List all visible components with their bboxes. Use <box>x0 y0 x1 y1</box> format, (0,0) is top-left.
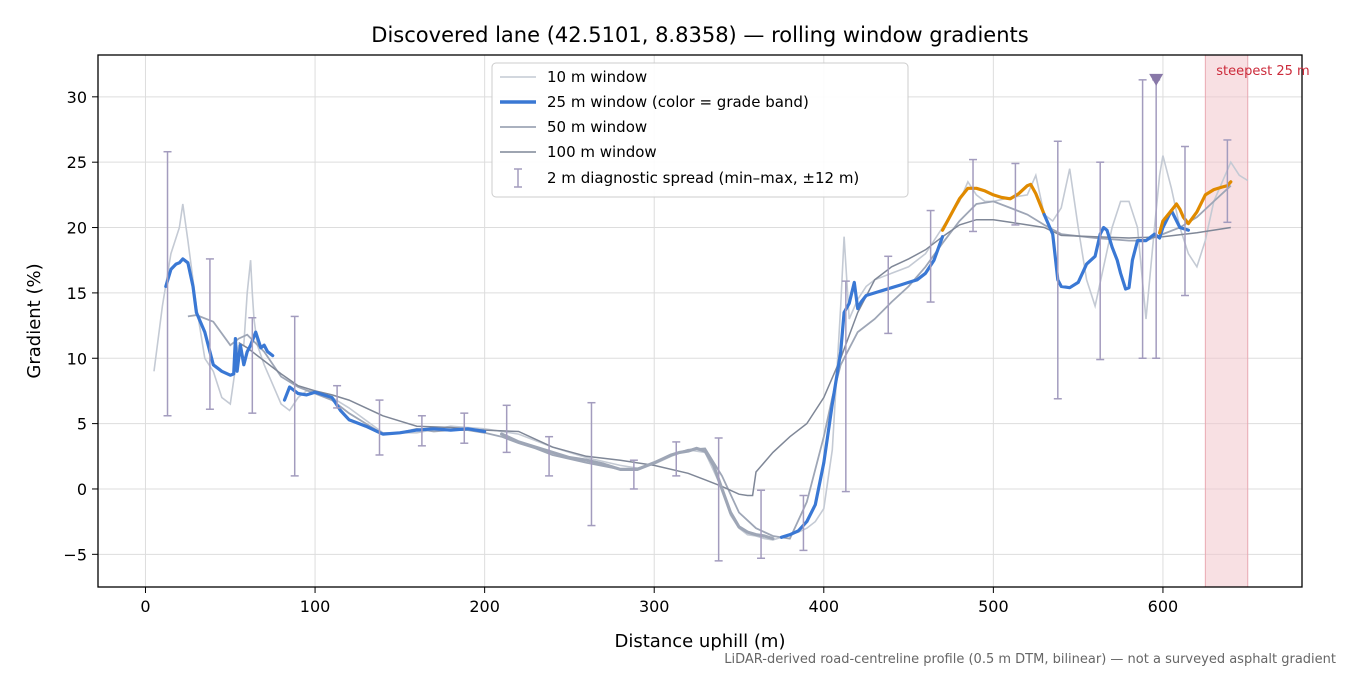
steepest-band-label: steepest 25 m <box>1216 64 1309 79</box>
legend-box <box>491 62 909 198</box>
axis-ticks: 0 100 200 300 400 500 600 −5 0 5 10 15 20 25 30 <box>63 88 1178 616</box>
x-tick-label: 200 <box>469 597 500 616</box>
series-25m-line <box>500 432 775 541</box>
series-25m-line <box>1042 208 1190 291</box>
peak-marker-triangle <box>1149 73 1164 86</box>
steepest-band <box>1204 54 1249 588</box>
x-tick-label: 0 <box>140 597 150 616</box>
legend-swatch-errbar <box>514 168 522 188</box>
x-axis-label: Distance uphill (m) <box>615 631 786 652</box>
x-tick-label: 500 <box>978 597 1009 616</box>
error-bars <box>163 79 1232 562</box>
series-25m-line <box>779 235 945 539</box>
chart-title: Discovered lane (42.5101, 8.8358) — roll… <box>371 23 1028 47</box>
y-axis-label: Gradient (%) <box>24 263 45 378</box>
steepest-band-rect <box>1204 54 1249 588</box>
legend-label-10m: 10 m window <box>547 68 647 86</box>
series-25m-line <box>282 385 487 436</box>
y-tick-label: 10 <box>67 349 87 368</box>
plot-frame <box>97 54 1303 588</box>
legend-label-50m: 50 m window <box>547 118 647 136</box>
legend: 10 m window 25 m window (color = grade b… <box>491 62 909 198</box>
legend-label-100m: 100 m window <box>547 143 657 161</box>
footnote: LiDAR-derived road-centreline profile (0… <box>724 652 1336 667</box>
y-tick-label: 5 <box>77 415 87 434</box>
y-tick-label: 0 <box>77 480 87 499</box>
y-tick-label: 15 <box>67 284 87 303</box>
y-tick-label: 30 <box>67 88 87 107</box>
y-tick-label: 25 <box>67 153 87 172</box>
series-25m-line <box>1158 180 1233 235</box>
x-tick-label: 600 <box>1148 597 1179 616</box>
y-tick-label: −5 <box>63 545 87 564</box>
y-tick-label: 20 <box>67 219 87 238</box>
series-25m-line <box>940 182 1046 232</box>
x-tick-label: 100 <box>300 597 331 616</box>
series-lines <box>153 155 1249 541</box>
x-tick-label: 300 <box>639 597 670 616</box>
series-25m-line <box>164 257 275 377</box>
legend-label-25m: 25 m window (color = grade band) <box>547 93 809 111</box>
x-tick-label: 400 <box>809 597 840 616</box>
legend-label-errbar: 2 m diagnostic spread (min–max, ±12 m) <box>547 169 859 187</box>
peak-marker <box>1149 73 1164 86</box>
